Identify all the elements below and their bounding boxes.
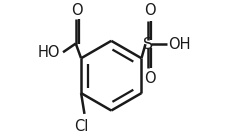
Text: O: O xyxy=(144,3,155,18)
Text: HO: HO xyxy=(38,45,60,60)
Text: S: S xyxy=(143,37,153,52)
Text: OH: OH xyxy=(168,37,191,52)
Text: O: O xyxy=(144,71,155,86)
Text: O: O xyxy=(71,3,83,18)
Text: Cl: Cl xyxy=(74,119,88,134)
